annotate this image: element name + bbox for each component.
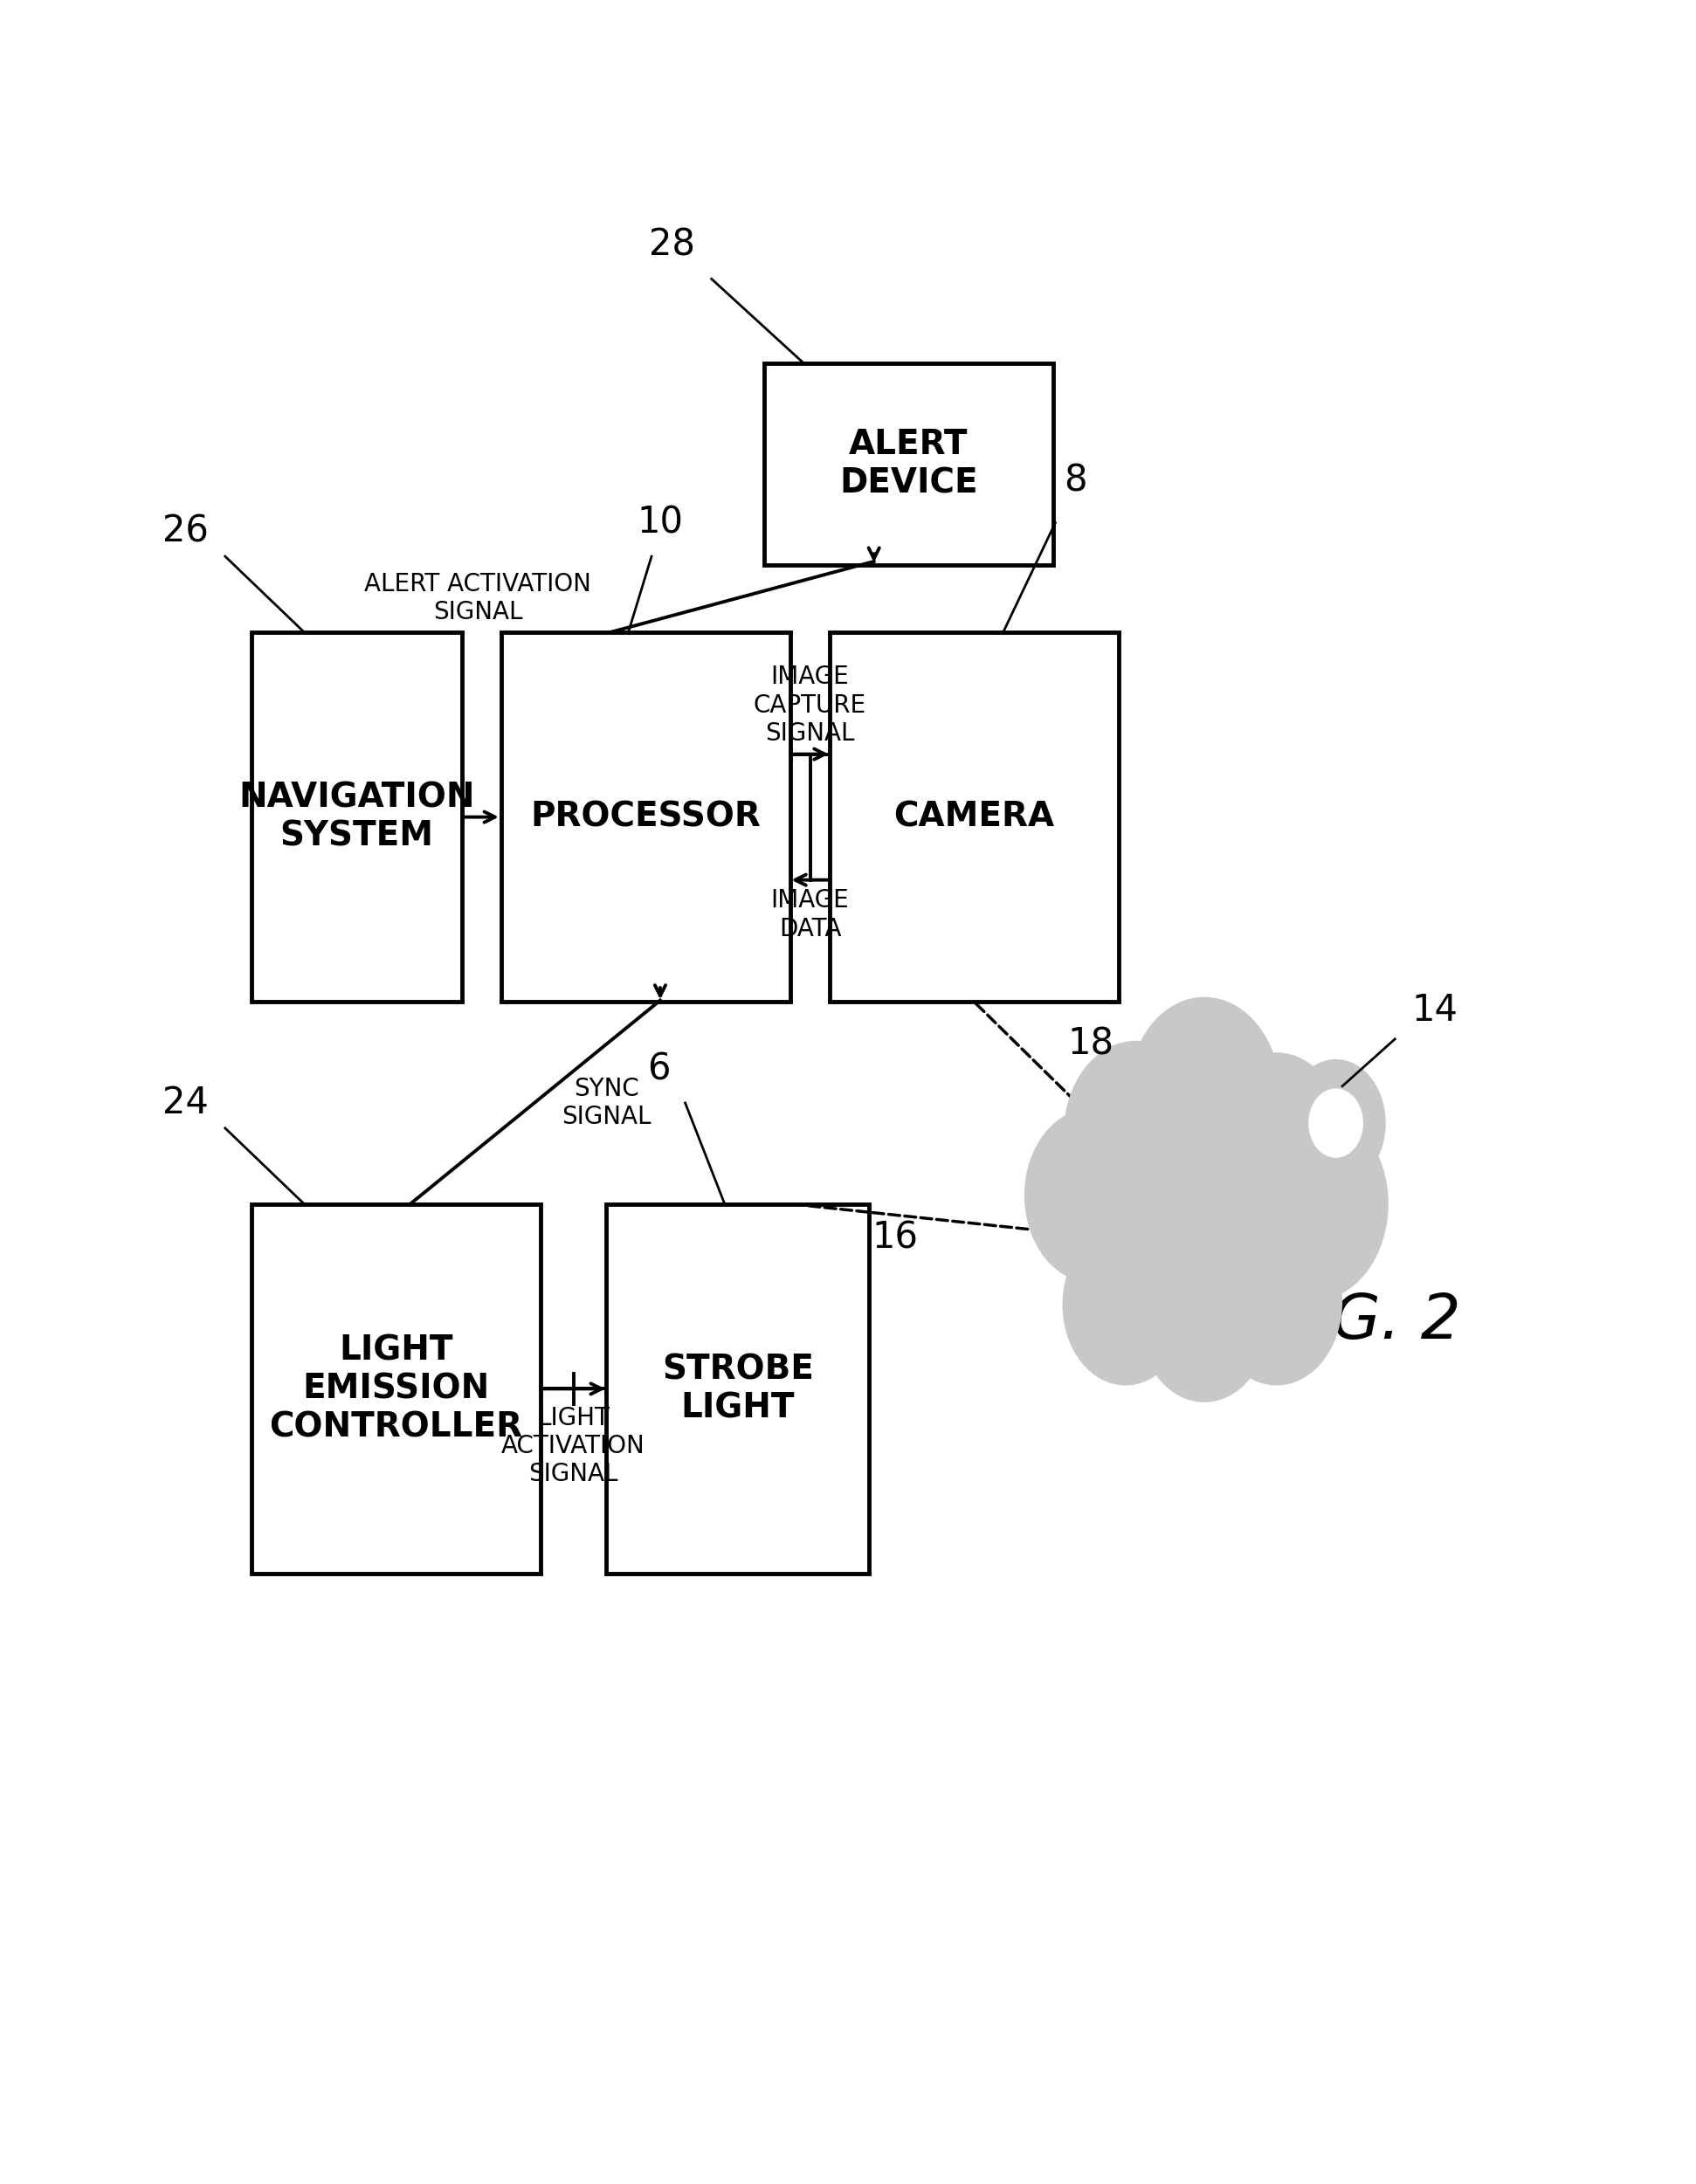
Bar bbox=[251, 1203, 541, 1575]
Text: 24: 24 bbox=[163, 1085, 209, 1120]
Text: PROCESSOR: PROCESSOR bbox=[531, 802, 762, 834]
Text: 10: 10 bbox=[638, 505, 683, 542]
Bar bbox=[763, 363, 1053, 566]
Circle shape bbox=[1211, 1216, 1343, 1385]
Text: 18: 18 bbox=[1067, 1026, 1114, 1061]
Text: 14: 14 bbox=[1411, 992, 1457, 1029]
Bar bbox=[502, 631, 790, 1002]
Text: ALERT ACTIVATION
SIGNAL: ALERT ACTIVATION SIGNAL bbox=[365, 572, 592, 625]
Text: LIGHT
ACTIVATION
SIGNAL: LIGHT ACTIVATION SIGNAL bbox=[502, 1406, 646, 1487]
Text: CAMERA: CAMERA bbox=[894, 802, 1055, 834]
Circle shape bbox=[1063, 1042, 1208, 1225]
Bar bbox=[607, 1203, 870, 1575]
Text: LIGHT
EMISSION
CONTROLLER: LIGHT EMISSION CONTROLLER bbox=[270, 1334, 522, 1444]
Bar bbox=[829, 631, 1119, 1002]
Text: STROBE
LIGHT: STROBE LIGHT bbox=[661, 1354, 814, 1424]
Text: 6: 6 bbox=[648, 1051, 670, 1088]
Text: NAVIGATION
SYSTEM: NAVIGATION SYSTEM bbox=[239, 782, 475, 852]
Circle shape bbox=[1128, 996, 1280, 1192]
Text: 16: 16 bbox=[872, 1219, 919, 1256]
Text: 26: 26 bbox=[163, 513, 209, 550]
Circle shape bbox=[1114, 1099, 1294, 1326]
Circle shape bbox=[1286, 1059, 1386, 1186]
Text: IMAGE
DATA: IMAGE DATA bbox=[772, 889, 850, 941]
Text: FIG. 2: FIG. 2 bbox=[1277, 1291, 1460, 1352]
Circle shape bbox=[1236, 1107, 1389, 1302]
Circle shape bbox=[1323, 1107, 1348, 1140]
Text: 8: 8 bbox=[1063, 463, 1087, 498]
Text: IMAGE
CAPTURE
SIGNAL: IMAGE CAPTURE SIGNAL bbox=[753, 664, 867, 745]
Circle shape bbox=[1024, 1107, 1162, 1282]
Circle shape bbox=[1309, 1090, 1362, 1158]
Text: SYNC
SIGNAL: SYNC SIGNAL bbox=[561, 1077, 651, 1129]
Bar bbox=[251, 631, 461, 1002]
Text: 28: 28 bbox=[650, 227, 695, 264]
Text: ALERT
DEVICE: ALERT DEVICE bbox=[840, 428, 979, 500]
Circle shape bbox=[1062, 1223, 1189, 1385]
Circle shape bbox=[1138, 1234, 1270, 1402]
Circle shape bbox=[1208, 1053, 1345, 1227]
